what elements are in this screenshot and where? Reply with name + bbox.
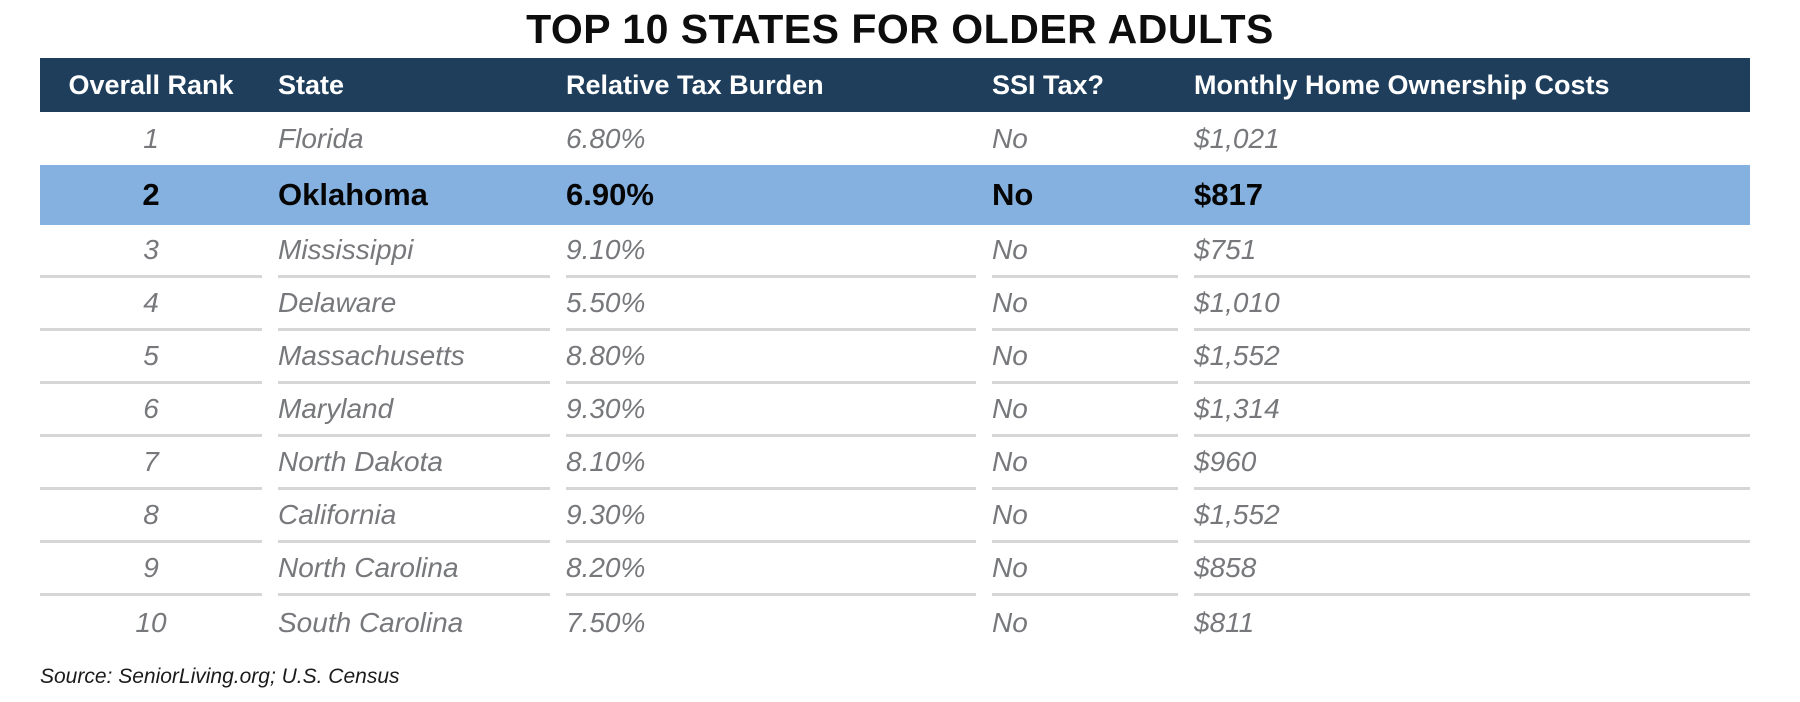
table-row-massachusetts: 5 Massachusetts 8.80% No $1,552	[40, 331, 1750, 384]
state-cell: Mississippi	[278, 225, 550, 278]
rank-cell: 6	[40, 384, 262, 437]
tax-burden-cell: 5.50%	[566, 278, 976, 331]
tax-burden-cell: 8.20%	[566, 543, 976, 596]
rank-cell: 1	[143, 122, 159, 154]
column-header-monthly-home-ownership-costs: Monthly Home Ownership Costs	[1194, 69, 1610, 100]
ssi-tax-cell: No	[992, 278, 1178, 331]
ssi-tax-cell: No	[992, 384, 1178, 437]
state-cell: Delaware	[278, 278, 550, 331]
monthly-cost-cell: $817	[1194, 177, 1263, 212]
state-cell: South Carolina	[278, 606, 464, 638]
column-header-state: State	[278, 69, 345, 100]
top-states-table: Overall Rank State Relative Tax Burden S…	[40, 58, 1750, 649]
table-row-mississippi: 3 Mississippi 9.10% No $751	[40, 225, 1750, 278]
rank-cell: 8	[40, 490, 262, 543]
table-row-north-dakota: 7 North Dakota 8.10% No $960	[40, 437, 1750, 490]
state-cell: North Dakota	[278, 437, 550, 490]
tax-burden-cell: 6.80%	[566, 122, 646, 154]
tax-burden-cell: 9.30%	[566, 384, 976, 437]
table-row-north-carolina: 9 North Carolina 8.20% No $858	[40, 543, 1750, 596]
monthly-cost-cell: $1,314	[1194, 384, 1750, 437]
table-header-row: Overall Rank State Relative Tax Burden S…	[40, 58, 1750, 112]
column-header-relative-tax-burden: Relative Tax Burden	[566, 69, 824, 100]
table-row-florida: 1 Florida 6.80% No $1,021	[40, 112, 1750, 165]
table-row-south-carolina: 10 South Carolina 7.50% No $811	[40, 596, 1750, 649]
rank-cell: 2	[142, 177, 160, 212]
monthly-cost-cell: $960	[1194, 437, 1750, 490]
monthly-cost-cell: $1,552	[1194, 331, 1750, 384]
state-cell: Maryland	[278, 384, 550, 437]
ssi-tax-cell: No	[992, 177, 1034, 212]
ssi-tax-cell: No	[992, 606, 1028, 638]
monthly-cost-cell: $1,010	[1194, 278, 1750, 331]
state-cell: North Carolina	[278, 543, 550, 596]
ssi-tax-cell: No	[992, 225, 1178, 278]
monthly-cost-cell: $858	[1194, 543, 1750, 596]
tax-burden-cell: 9.10%	[566, 225, 976, 278]
table-row-oklahoma-highlighted: 2 Oklahoma 6.90% No $817	[40, 165, 1750, 225]
state-cell: Florida	[278, 122, 364, 154]
monthly-cost-cell: $751	[1194, 225, 1750, 278]
monthly-cost-cell: $811	[1194, 606, 1255, 638]
column-header-ssi-tax: SSI Tax?	[992, 69, 1105, 100]
rank-cell: 5	[40, 331, 262, 384]
table-row-california: 8 California 9.30% No $1,552	[40, 490, 1750, 543]
tax-burden-cell: 8.80%	[566, 331, 976, 384]
source-attribution: Source: SeniorLiving.org; U.S. Census	[40, 665, 400, 688]
rank-cell: 10	[135, 606, 167, 638]
page-title: TOP 10 STATES FOR OLDER ADULTS	[526, 5, 1274, 52]
column-header-overall-rank: Overall Rank	[68, 69, 234, 100]
ssi-tax-cell: No	[992, 543, 1178, 596]
monthly-cost-cell: $1,552	[1194, 490, 1750, 543]
ssi-tax-cell: No	[992, 437, 1178, 490]
ssi-tax-cell: No	[992, 490, 1178, 543]
rank-cell: 9	[40, 543, 262, 596]
table-row-delaware: 4 Delaware 5.50% No $1,010	[40, 278, 1750, 331]
ssi-tax-cell: No	[992, 331, 1178, 384]
rank-cell: 3	[40, 225, 262, 278]
tax-burden-cell: 8.10%	[566, 437, 976, 490]
tax-burden-cell: 6.90%	[566, 177, 654, 212]
state-cell: California	[278, 490, 550, 543]
state-cell: Massachusetts	[278, 331, 550, 384]
monthly-cost-cell: $1,021	[1194, 122, 1280, 154]
table-row-maryland: 6 Maryland 9.30% No $1,314	[40, 384, 1750, 437]
tax-burden-cell: 9.30%	[566, 490, 976, 543]
ssi-tax-cell: No	[992, 122, 1028, 154]
rank-cell: 7	[40, 437, 262, 490]
tax-burden-cell: 7.50%	[566, 606, 646, 638]
rank-cell: 4	[40, 278, 262, 331]
state-cell: Oklahoma	[278, 177, 428, 212]
